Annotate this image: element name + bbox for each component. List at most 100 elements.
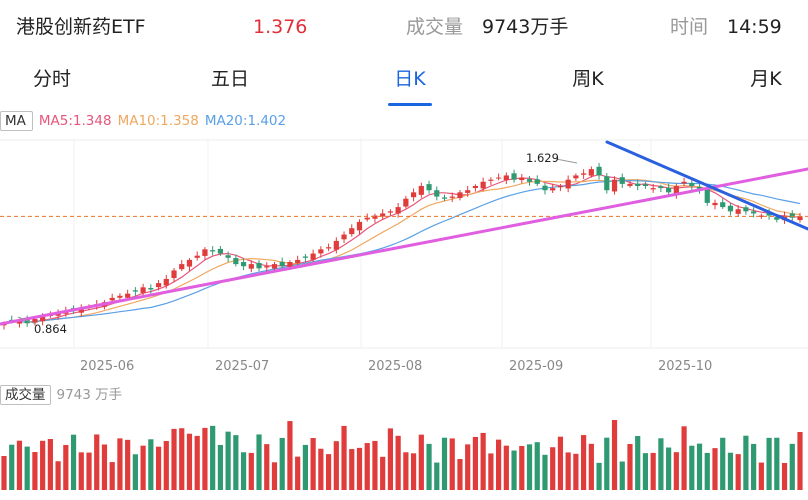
candle <box>619 173 625 188</box>
volume-bar <box>496 439 502 490</box>
volume-bar <box>101 444 108 490</box>
volume-bar <box>457 459 463 490</box>
volume-bar <box>109 462 115 490</box>
volume-bar <box>240 452 247 490</box>
candle <box>511 169 517 183</box>
volume-bar <box>511 450 517 490</box>
candle <box>217 246 223 256</box>
volume-bar <box>279 437 285 490</box>
candle <box>225 251 231 262</box>
volume-bar <box>743 435 749 490</box>
candle <box>233 254 239 267</box>
volume-label: 成交量 <box>406 16 464 38</box>
candle <box>279 257 285 271</box>
volume-bar <box>86 452 92 490</box>
volume-bar <box>712 448 718 490</box>
candle <box>387 209 394 216</box>
ma20-line <box>3 179 801 324</box>
volume-bar <box>751 443 757 490</box>
volume-bar <box>148 439 154 490</box>
candle <box>727 203 734 216</box>
volume-bar <box>596 462 602 490</box>
candle <box>542 183 548 195</box>
candlestick-chart[interactable]: 1.629 0.864 2025-06 2025-07 2025-08 2025… <box>0 138 808 382</box>
candle <box>503 172 509 185</box>
candle <box>271 261 278 271</box>
volume-bar <box>1 456 7 490</box>
volume-bar <box>534 442 540 490</box>
x-label: 2025-10 <box>658 359 712 374</box>
volume-bar <box>465 444 471 490</box>
candle <box>256 260 262 272</box>
candle <box>341 231 347 244</box>
candle <box>179 259 185 272</box>
candle <box>449 192 455 203</box>
volume-bar <box>140 445 146 490</box>
volume-bar <box>217 444 223 490</box>
quote-header: 港股创新药ETF 1.376 成交量 9743万手 时间 14:59 <box>0 0 808 56</box>
candle <box>395 203 401 218</box>
ma20-value: MA20:1.402 <box>204 113 287 129</box>
candle <box>426 180 432 194</box>
candle <box>565 175 571 193</box>
candle <box>171 268 177 283</box>
volume-bar <box>256 434 262 490</box>
volume-bar <box>171 428 177 490</box>
volume-bar <box>418 434 424 490</box>
candle <box>441 194 448 202</box>
volume-bar <box>658 438 664 490</box>
candle <box>596 162 602 180</box>
x-label: 2025-08 <box>368 359 422 374</box>
tab-intraday[interactable]: 分时 <box>32 68 72 90</box>
candle <box>78 304 84 317</box>
volume-bar <box>797 432 803 490</box>
candle <box>356 219 363 235</box>
x-label: 2025-09 <box>509 359 563 374</box>
candle <box>155 280 162 291</box>
volume-bar <box>449 438 455 490</box>
candle <box>519 174 525 184</box>
candle <box>712 199 718 210</box>
volume-bar <box>295 456 301 490</box>
volume-bar <box>70 434 77 490</box>
tab-weekly-k[interactable]: 周K <box>572 68 604 90</box>
volume-bar <box>441 437 448 490</box>
volume-bar <box>526 444 533 490</box>
tab-five-day[interactable]: 五日 <box>210 68 250 90</box>
candle <box>310 249 316 262</box>
volume-bar <box>503 445 509 490</box>
candle <box>333 237 339 254</box>
tab-monthly-k[interactable]: 月K <box>750 68 782 90</box>
volume-bar <box>16 440 23 490</box>
volume-bar <box>78 452 84 490</box>
vertical-gridlines <box>73 138 652 348</box>
volume-bar <box>179 428 185 490</box>
tab-daily-k[interactable]: 日K <box>394 68 426 90</box>
x-label: 2025-06 <box>80 359 134 374</box>
volume-bar <box>573 453 579 490</box>
candle <box>418 182 424 198</box>
resistance-trendline <box>605 140 808 231</box>
candle <box>588 166 594 178</box>
candle <box>434 186 440 201</box>
volume-bar <box>542 454 548 490</box>
candle <box>163 274 169 289</box>
candle <box>403 195 409 209</box>
volume-bar <box>766 437 772 490</box>
ma-indicator-tag[interactable]: MA <box>0 111 33 131</box>
candle <box>735 205 741 217</box>
candle <box>650 183 656 193</box>
volume-bar <box>565 452 571 490</box>
volume-bar <box>588 443 594 490</box>
volume-bar <box>349 449 355 490</box>
support-trendline <box>0 167 808 326</box>
candle <box>526 175 533 186</box>
volume-bars <box>1 419 803 490</box>
candle <box>295 255 301 267</box>
volume-indicator-tag[interactable]: 成交量 <box>0 385 51 405</box>
volume-bar <box>271 462 278 490</box>
candle <box>573 173 579 181</box>
volume-chart[interactable] <box>0 408 808 500</box>
volume-bar <box>635 436 641 490</box>
volume-bar <box>248 452 254 490</box>
